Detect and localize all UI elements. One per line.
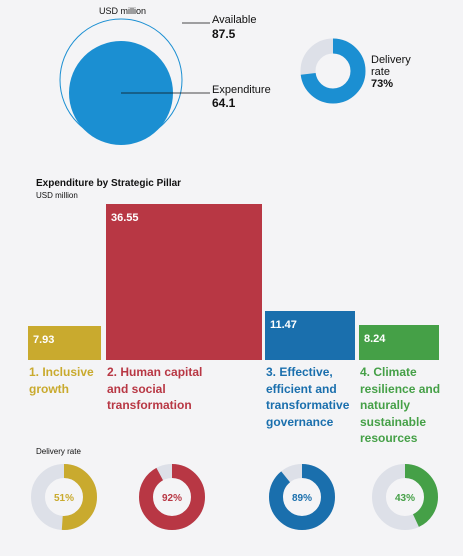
pillar-bar-value: 11.47	[270, 319, 297, 332]
delivery-label-line2: rate	[371, 66, 390, 78]
donut-arc	[372, 464, 438, 530]
pillar-bar-value: 7.93	[33, 334, 55, 347]
pillar-name-line: efficient and	[266, 381, 337, 396]
available-label: Available	[212, 14, 257, 26]
donut-arc	[31, 464, 97, 530]
expenditure-label: Expenditure	[212, 84, 271, 96]
pillar-name-line: sustainable	[360, 414, 427, 429]
pillar-name-line: resilience and	[360, 381, 441, 396]
donut-arc	[300, 38, 366, 104]
expenditure-value: 64.1	[212, 96, 236, 110]
pillar-donut-2: 92%	[139, 464, 205, 530]
donut-arc	[269, 464, 335, 530]
pillar-name-3: 3. Effective, efficient and transformative…	[266, 364, 349, 430]
pillar-name-line: governance	[266, 414, 334, 429]
donut-value-label: 89%	[292, 493, 312, 504]
overall-delivery-donut	[300, 38, 366, 104]
pillar-bar-4: 8.24	[359, 324, 439, 360]
pillar-name-line: and social	[107, 381, 166, 396]
pillar-donut-1: 51%	[31, 464, 97, 530]
pillar-bar-1: 7.93	[28, 326, 101, 360]
pillar-name-line: transformation	[107, 398, 192, 412]
delivery-rate-title: Delivery rate	[36, 447, 81, 456]
pillar-name-line: 1. Inclusive	[29, 365, 94, 379]
pillar-name-2: 2. Human capital and social transformation	[107, 364, 202, 414]
pillar-name-line: naturally	[360, 398, 411, 412]
bubble-chart	[59, 18, 210, 145]
pillar-name-line: transformative	[266, 398, 350, 412]
pillar-bar-3: 11.47	[265, 311, 355, 360]
donut-arc	[139, 464, 205, 530]
pillar-name-line: resources	[360, 431, 418, 445]
donut-value-label: 92%	[162, 493, 182, 504]
pillar-name-line: 4. Climate	[360, 365, 417, 379]
available-value: 87.5	[212, 27, 236, 41]
delivery-label-line1: Delivery	[371, 54, 411, 66]
pillar-bar-value: 36.55	[111, 212, 139, 224]
pillar-name-1: 1. Inclusive growth	[29, 364, 94, 397]
pillar-chart-title: Expenditure by Strategic Pillar	[36, 178, 182, 189]
pillar-name-4: 4. Climate resilience and naturally sustain…	[360, 364, 440, 447]
donut-value-label: 43%	[395, 493, 415, 504]
pillar-donut-3: 89%	[269, 464, 335, 530]
pillar-chart-unit: USD million	[36, 191, 78, 200]
pillar-bar-value: 8.24	[364, 332, 386, 345]
donut-value-label: 51%	[54, 493, 74, 504]
unit-label: USD million	[99, 6, 147, 16]
pillar-donut-4: 43%	[372, 464, 438, 530]
pillar-name-line: growth	[29, 381, 69, 396]
pillar-name-line: 2. Human capital	[107, 365, 203, 379]
delivery-value: 73%	[371, 78, 394, 90]
pillar-bar-2: 36.55	[106, 204, 262, 360]
delivery-label: Delivery rate	[371, 54, 411, 78]
pillar-name-line: 3. Effective,	[266, 365, 333, 379]
